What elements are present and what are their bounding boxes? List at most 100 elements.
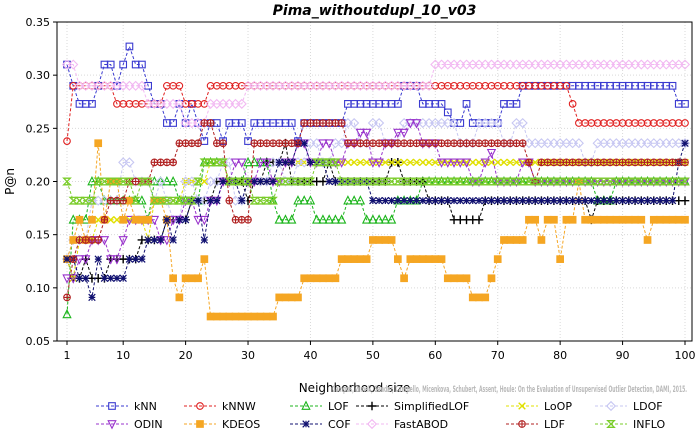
- data-point-odin: [368, 158, 378, 168]
- data-point-kdeos: [618, 215, 627, 224]
- data-point-ldf: [169, 158, 177, 167]
- data-point-odin: [74, 255, 85, 265]
- data-point-ldf: [674, 158, 683, 167]
- x-tick-label: 10: [116, 349, 130, 362]
- series-knn: [63, 42, 689, 145]
- data-point-knn: [287, 119, 296, 127]
- data-point-kdeos: [88, 215, 96, 224]
- data-point-inflo: [162, 196, 172, 205]
- data-point-kdeos: [300, 274, 309, 283]
- series-fastabod: [61, 59, 691, 129]
- data-point-kdeos: [556, 255, 565, 263]
- data-point-fastabod: [68, 59, 79, 70]
- data-point-inflo: [137, 177, 147, 186]
- data-point-odin: [449, 158, 459, 168]
- data-point-inflo: [199, 158, 210, 167]
- data-point-odin: [62, 274, 72, 284]
- data-point-ldf: [562, 158, 571, 167]
- data-point-kdeos: [506, 236, 515, 244]
- data-point-inflo: [268, 196, 278, 205]
- data-point-loop: [462, 158, 471, 167]
- data-point-inflo: [680, 177, 690, 186]
- data-point-kdeos: [344, 255, 352, 263]
- data-point-simplifiedlof: [474, 215, 484, 225]
- data-point-ldof: [286, 176, 297, 187]
- data-point-simplifiedlof: [318, 177, 328, 186]
- data-point-ldf: [456, 139, 465, 148]
- data-point-loop: [493, 158, 502, 167]
- data-point-ldf: [662, 158, 671, 167]
- data-point-ldf: [649, 158, 658, 167]
- series-layer: [61, 42, 691, 321]
- data-point-cof: [612, 196, 621, 205]
- data-point-kdeos: [287, 293, 296, 302]
- data-point-ldof: [374, 117, 385, 129]
- x-tick-label: 50: [366, 349, 380, 362]
- data-point-kdeos: [306, 274, 315, 283]
- data-point-cof: [125, 255, 134, 263]
- data-point-inflo: [280, 177, 291, 186]
- data-point-knn: [668, 81, 677, 90]
- data-point-ldf: [393, 139, 402, 148]
- data-point-inflo: [499, 177, 509, 186]
- data-point-knn: [88, 100, 96, 108]
- data-point-odin: [480, 158, 490, 168]
- data-point-ldf: [506, 139, 515, 148]
- data-point-cof: [63, 255, 71, 263]
- data-point-knn: [106, 60, 115, 69]
- data-point-knnw: [681, 119, 689, 127]
- data-point-kdeos: [225, 312, 234, 321]
- data-point-ldf: [69, 255, 78, 263]
- data-point-cof: [637, 196, 646, 205]
- data-point-ldf: [612, 158, 621, 167]
- data-point-lof: [318, 214, 328, 224]
- legend-label-lof: LOF: [328, 400, 349, 413]
- data-point-loop: [381, 158, 390, 167]
- data-point-cof: [575, 196, 583, 205]
- data-point-ldf: [443, 139, 452, 148]
- data-point-inflo: [93, 177, 104, 186]
- data-point-inflo: [399, 177, 409, 186]
- legend-marker-lof: [301, 400, 311, 410]
- data-point-lof: [343, 195, 353, 205]
- legend-marker-cof: [302, 420, 310, 428]
- data-point-kdeos: [281, 293, 290, 302]
- data-point-odin: [486, 148, 497, 159]
- data-point-ldf: [187, 139, 196, 148]
- data-point-ldf: [462, 139, 471, 148]
- data-point-inflo: [492, 177, 503, 186]
- data-point-ldf: [543, 158, 552, 167]
- data-point-lof: [330, 214, 341, 224]
- data-point-lof: [280, 214, 291, 224]
- data-point-kdeos: [656, 215, 664, 224]
- data-point-inflo: [361, 177, 372, 186]
- data-point-odin: [199, 215, 210, 226]
- data-point-ldf: [181, 139, 190, 148]
- data-point-odin: [230, 158, 241, 168]
- data-point-ldf: [119, 196, 128, 205]
- data-point-odin: [355, 128, 366, 139]
- data-point-loop: [518, 158, 527, 167]
- data-point-ldf: [587, 158, 596, 167]
- legend-item-kdeos: KDEOS: [184, 418, 260, 431]
- data-point-inflo: [249, 196, 260, 205]
- data-point-inflo: [180, 196, 191, 205]
- data-point-knn: [125, 42, 134, 51]
- legend-label-knnw: kNNW: [222, 400, 256, 413]
- data-point-inflo: [193, 177, 203, 186]
- data-point-odin: [393, 128, 403, 139]
- data-point-cof: [300, 139, 308, 147]
- legend-item-lof: LOF: [290, 400, 349, 413]
- data-point-inflo: [474, 177, 484, 186]
- data-point-cof: [643, 196, 652, 205]
- data-point-inflo: [486, 177, 497, 186]
- data-point-knn: [200, 137, 209, 145]
- data-point-inflo: [561, 177, 572, 186]
- data-point-kdeos: [400, 274, 408, 283]
- data-point-inflo: [218, 158, 228, 167]
- data-point-inflo: [105, 177, 116, 186]
- data-point-inflo: [542, 177, 553, 186]
- data-point-cof: [213, 196, 221, 205]
- data-point-kdeos: [375, 236, 383, 244]
